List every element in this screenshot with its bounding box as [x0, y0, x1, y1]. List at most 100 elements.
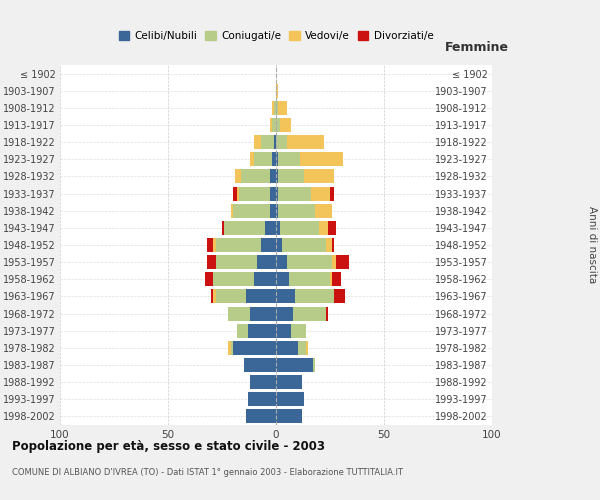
Bar [235, 170, 241, 183]
Bar [254, 272, 276, 286]
Bar [315, 204, 332, 218]
Bar [319, 221, 328, 235]
Bar [278, 101, 287, 115]
Bar [276, 118, 280, 132]
Bar [261, 135, 274, 149]
Bar [215, 290, 246, 304]
Bar [330, 186, 334, 200]
Bar [215, 255, 257, 269]
Bar [300, 152, 343, 166]
Bar [250, 375, 276, 389]
Bar [215, 238, 261, 252]
Bar [276, 324, 291, 338]
Bar [250, 152, 254, 166]
Bar [207, 238, 214, 252]
Bar [224, 221, 265, 235]
Bar [272, 101, 274, 115]
Bar [337, 255, 349, 269]
Bar [241, 170, 269, 183]
Bar [276, 358, 313, 372]
Bar [276, 306, 293, 320]
Bar [269, 204, 276, 218]
Bar [276, 392, 304, 406]
Bar [229, 341, 230, 355]
Bar [287, 135, 323, 149]
Bar [214, 238, 215, 252]
Bar [230, 204, 233, 218]
Bar [278, 186, 311, 200]
Bar [276, 170, 278, 183]
Bar [332, 238, 334, 252]
Bar [293, 306, 326, 320]
Bar [214, 272, 254, 286]
Bar [278, 170, 304, 183]
Bar [276, 255, 287, 269]
Bar [276, 410, 302, 424]
Bar [306, 341, 308, 355]
Bar [330, 272, 332, 286]
Bar [298, 341, 306, 355]
Bar [276, 375, 302, 389]
Bar [272, 152, 276, 166]
Bar [244, 358, 276, 372]
Bar [237, 186, 239, 200]
Bar [261, 238, 276, 252]
Bar [291, 324, 306, 338]
Bar [295, 290, 334, 304]
Bar [276, 186, 278, 200]
Bar [265, 221, 276, 235]
Bar [280, 118, 291, 132]
Bar [328, 221, 337, 235]
Bar [233, 341, 276, 355]
Bar [276, 204, 278, 218]
Text: Popolazione per età, sesso e stato civile - 2003: Popolazione per età, sesso e stato civil… [12, 440, 325, 453]
Bar [278, 152, 300, 166]
Text: Femmine: Femmine [445, 41, 509, 54]
Bar [269, 186, 276, 200]
Bar [230, 341, 233, 355]
Bar [326, 306, 328, 320]
Bar [250, 306, 276, 320]
Bar [207, 255, 215, 269]
Bar [283, 238, 326, 252]
Bar [257, 255, 276, 269]
Bar [276, 101, 278, 115]
Bar [269, 170, 276, 183]
Bar [246, 410, 276, 424]
Bar [276, 152, 278, 166]
Bar [276, 221, 280, 235]
Bar [233, 204, 269, 218]
Bar [254, 152, 272, 166]
Bar [278, 204, 315, 218]
Bar [276, 84, 278, 98]
Bar [311, 186, 330, 200]
Bar [272, 118, 276, 132]
Bar [326, 238, 332, 252]
Bar [304, 170, 334, 183]
Bar [332, 272, 341, 286]
Bar [239, 186, 269, 200]
Bar [248, 324, 276, 338]
Bar [222, 221, 224, 235]
Text: Anni di nascita: Anni di nascita [587, 206, 597, 284]
Bar [276, 341, 298, 355]
Bar [276, 272, 289, 286]
Bar [313, 358, 315, 372]
Bar [276, 135, 287, 149]
Legend: Celibi/Nubili, Coniugati/e, Vedovi/e, Divorziati/e: Celibi/Nubili, Coniugati/e, Vedovi/e, Di… [115, 27, 437, 46]
Bar [287, 255, 332, 269]
Bar [289, 272, 330, 286]
Bar [248, 392, 276, 406]
Bar [280, 221, 319, 235]
Bar [269, 118, 272, 132]
Bar [233, 186, 237, 200]
Bar [211, 290, 214, 304]
Bar [229, 306, 250, 320]
Bar [254, 135, 261, 149]
Bar [274, 135, 276, 149]
Bar [276, 238, 283, 252]
Bar [276, 290, 295, 304]
Bar [214, 290, 215, 304]
Bar [274, 101, 276, 115]
Bar [246, 290, 276, 304]
